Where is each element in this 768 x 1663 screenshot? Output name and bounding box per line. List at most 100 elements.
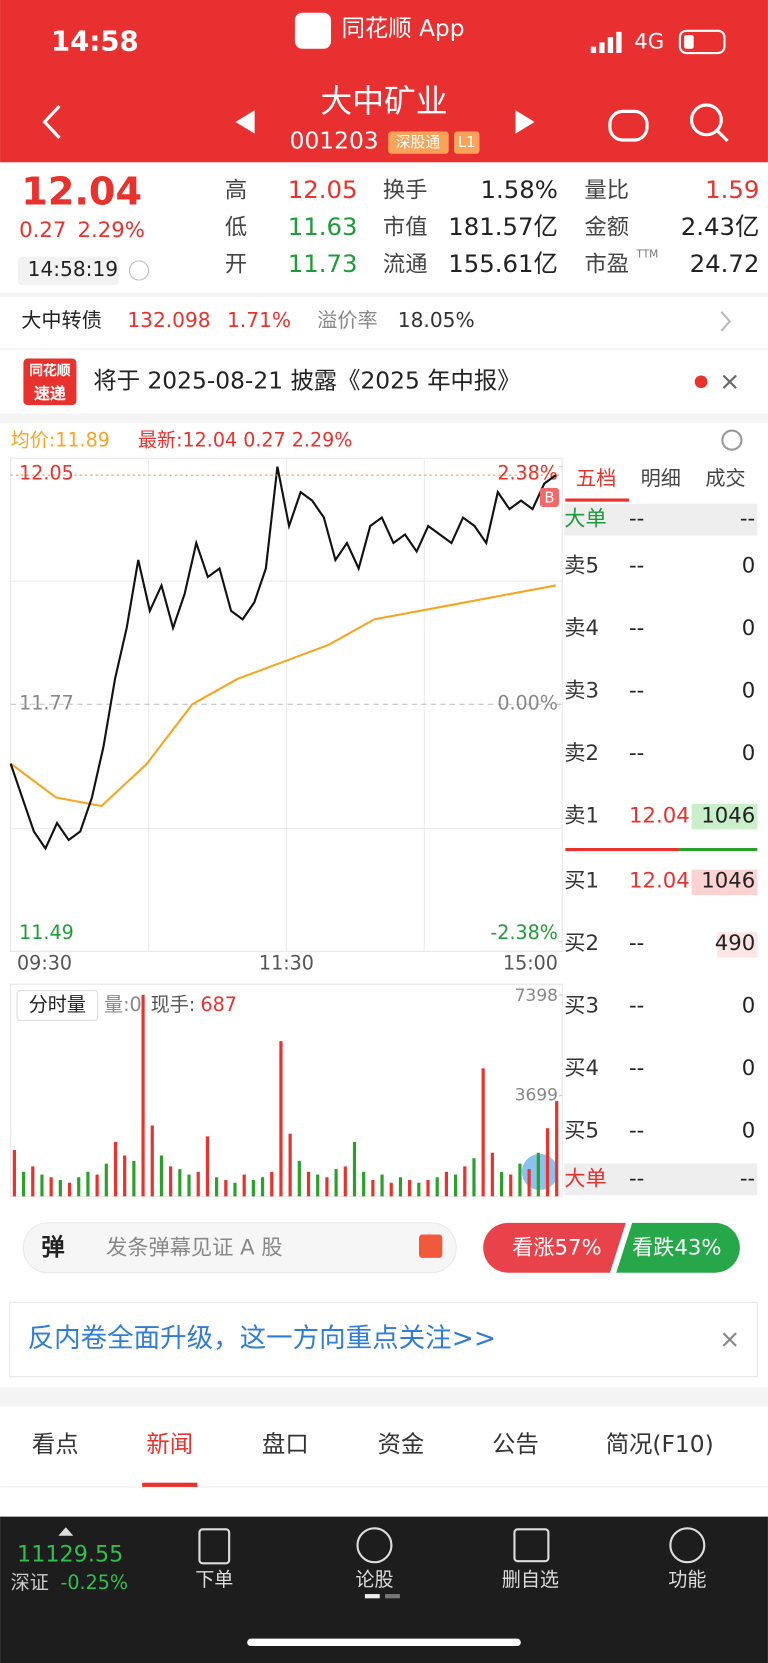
hand-label: 现手: (151, 993, 196, 1016)
notice-text[interactable]: 将于 2025-08-21 披露《2025 年中报》 (93, 366, 520, 394)
back-button[interactable] (42, 104, 61, 139)
app-logo (294, 12, 331, 49)
book-tab[interactable]: 五档 (576, 466, 616, 490)
gift-icon[interactable] (418, 1234, 443, 1258)
book-tab[interactable]: 成交 (705, 466, 745, 490)
volume-bar (95, 1174, 99, 1197)
bond-pct: 1.71% (227, 308, 291, 332)
volume-bar (205, 1136, 210, 1197)
y-tick-label: 11.77 (19, 692, 74, 715)
volume-bar (352, 1141, 357, 1197)
tab[interactable]: 资金 (378, 1430, 425, 1458)
bond-arrow[interactable] (720, 311, 732, 332)
x-tick-label: 11:30 (259, 952, 314, 975)
volume-bar (362, 1171, 366, 1197)
book-price: -- (629, 1119, 644, 1144)
volume-bar (325, 1177, 329, 1197)
tab[interactable]: 盘口 (262, 1430, 309, 1458)
nav-item[interactable]: 删自选 (502, 1568, 559, 1591)
volume-bar (86, 1171, 90, 1197)
tab[interactable]: 公告 (492, 1430, 539, 1458)
search-handle (715, 129, 729, 143)
nav-item[interactable]: 下单 (195, 1568, 233, 1591)
book-label: 卖2 (564, 741, 599, 766)
stock-tag: 深股通 (396, 134, 441, 151)
prev-stock[interactable] (235, 110, 255, 134)
stat-value: 1.59 (705, 175, 759, 204)
volume-bar (260, 1177, 265, 1197)
volume-bar (426, 1179, 430, 1197)
notice-logo (23, 358, 77, 406)
book-volume: 0 (742, 993, 756, 1018)
stock-name: 大中矿业 (320, 82, 447, 120)
tab-underline (565, 498, 629, 502)
book-label: 卖5 (564, 553, 599, 578)
level-tag: L1 (458, 134, 476, 151)
volume-bar (178, 1169, 182, 1197)
volume-bar (141, 994, 145, 1197)
avg-line (10, 584, 557, 808)
premium: 18.05% (398, 308, 475, 332)
stat-value: 155.61亿 (448, 249, 558, 278)
volume-label: 分时量 (29, 993, 86, 1016)
robot-icon[interactable] (608, 109, 649, 142)
tab-underline (142, 1482, 198, 1487)
notice-logo-bottom: 速递 (34, 384, 66, 403)
search-icon[interactable] (689, 103, 723, 137)
banner-box[interactable] (9, 1301, 758, 1378)
tab[interactable]: 简况(F10) (606, 1430, 714, 1458)
volume-bar (527, 1169, 531, 1197)
book-volume: 1046 (701, 868, 755, 893)
vote-down[interactable]: 看跌43% (632, 1235, 722, 1260)
volume-bar (270, 1171, 274, 1197)
vote-up-button[interactable] (483, 1222, 626, 1273)
index-value[interactable]: 11129.55 (17, 1541, 123, 1567)
volume-bar (343, 1166, 347, 1197)
book-label: 买4 (564, 1056, 599, 1081)
battery-icon (678, 29, 726, 55)
divider (0, 413, 768, 424)
next-stock[interactable] (515, 110, 535, 134)
signal-icon (590, 31, 622, 54)
header-bg (0, 0, 768, 163)
stat-label: 高 (225, 177, 247, 203)
avg-label: 均价:11.89 (11, 429, 110, 452)
volume-bar (306, 1171, 311, 1197)
level-bg (453, 131, 480, 154)
index-name: 深证 (11, 1571, 49, 1594)
volume-bar (518, 1163, 522, 1197)
tab[interactable]: 新闻 (146, 1430, 193, 1458)
tag-bg (388, 131, 449, 154)
book-price: -- (629, 507, 644, 532)
nav-item[interactable]: 论股 (355, 1568, 393, 1591)
vote-up[interactable]: 看涨57% (512, 1235, 602, 1260)
book-label: 买5 (564, 1119, 599, 1144)
y2-tick-label: 0.00% (497, 692, 558, 715)
close-notice[interactable] (722, 374, 737, 389)
volume-bar (490, 1152, 494, 1197)
y2-tick-label: 2.38% (497, 462, 558, 485)
settings-icon[interactable] (721, 429, 743, 451)
book-price: -- (629, 553, 644, 578)
volume-current: 量:0 (104, 993, 142, 1016)
danmaku-input[interactable] (22, 1222, 457, 1274)
book-tab[interactable]: 明细 (641, 466, 681, 490)
info-icon[interactable] (128, 260, 150, 281)
bid1-volume-bg (691, 869, 758, 896)
volume-bar (196, 1171, 200, 1197)
banner-text[interactable]: 反内卷全面升级，这一方向重点关注>> (28, 1323, 496, 1354)
y-tick-label: 11.49 (19, 921, 74, 944)
stat-value: 2.43亿 (681, 212, 760, 241)
book-volume: 1046 (701, 804, 755, 829)
volume-bar (472, 1158, 476, 1197)
stat-value: 1.58% (480, 175, 557, 204)
nav-item[interactable]: 功能 (668, 1568, 706, 1591)
close-banner[interactable] (722, 1332, 737, 1347)
volume-bar (159, 1155, 164, 1197)
index-arrow (58, 1527, 74, 1536)
book-price: 12.04 (629, 804, 690, 829)
tab[interactable]: 看点 (32, 1430, 79, 1458)
vote-down-button[interactable] (616, 1222, 740, 1273)
